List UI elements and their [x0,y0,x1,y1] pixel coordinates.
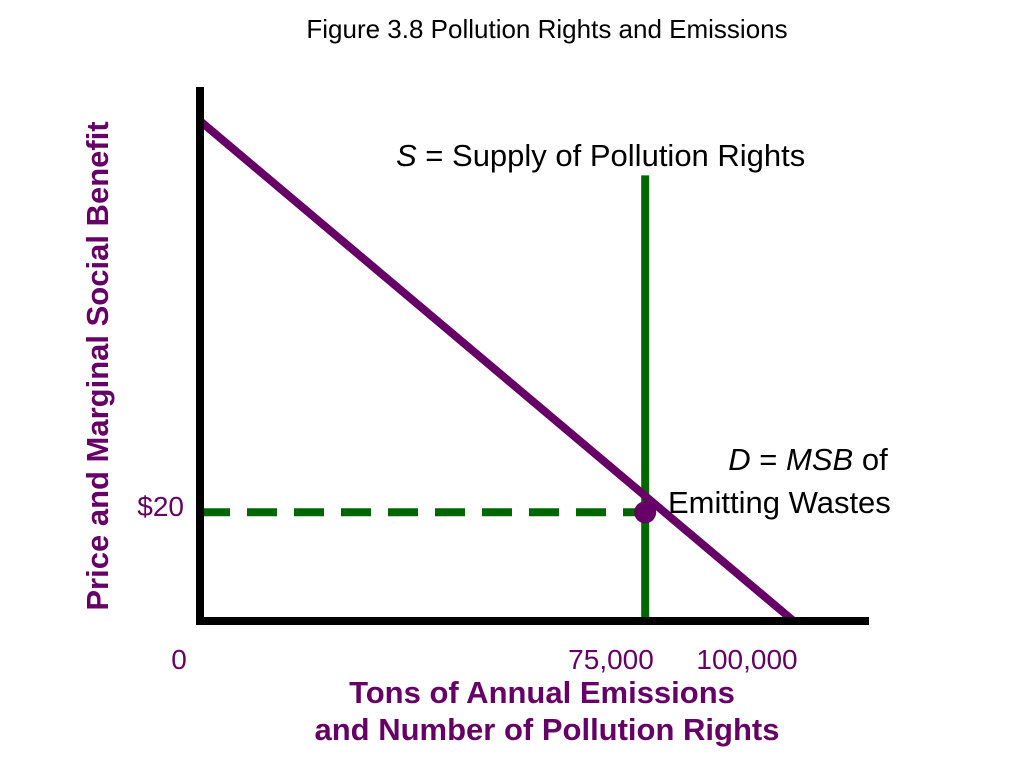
x-tick-label-100000: 100,000 [696,644,797,675]
demand-curve-label-line1: D = MSB of [668,442,931,477]
x-axis-label-line2: and Number of Pollution Rights [315,712,780,747]
demand-label-of: of [853,442,888,477]
x-axis-label-line1: Tons of Annual Emissions [349,675,735,710]
figure-title: Figure 3.8 Pollution Rights and Emission… [306,14,788,44]
demand-curve [197,117,797,625]
y-axis-label: Price and Marginal Social Benefit [80,121,115,610]
supply-label-text: = Supply of Pollution Rights [417,138,806,173]
demand-label-eq: = [751,442,786,477]
plot-layer [197,117,797,625]
demand-label-var2: MSB [786,442,853,477]
demand-label-var: D [728,442,750,477]
x-tick-label-0: 0 [171,644,187,675]
x-tick-label-75000: 75,000 [568,644,654,675]
demand-curve-label-line2: Emitting Wastes [668,485,891,520]
y-tick-label-20: $20 [137,491,184,522]
supply-label-var: S [396,138,417,173]
equilibrium-point [634,501,657,524]
supply-curve-label: S = Supply of Pollution Rights [396,138,805,173]
